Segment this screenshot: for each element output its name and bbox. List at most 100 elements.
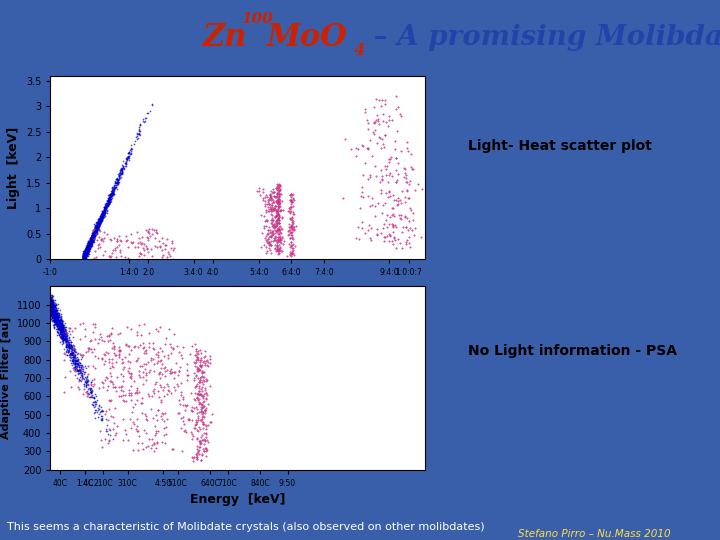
Point: [78, 248, 90, 256]
Point: [397, 223, 409, 232]
Point: [133, 367, 145, 375]
Point: [194, 378, 206, 387]
Point: [384, 169, 396, 178]
Point: [46, 296, 58, 305]
Point: [79, 255, 91, 264]
Point: [264, 240, 275, 249]
Point: [85, 238, 96, 246]
Point: [81, 249, 92, 258]
Point: [78, 253, 90, 261]
Point: [46, 303, 58, 312]
Point: [261, 237, 273, 245]
Point: [143, 435, 154, 443]
Point: [52, 322, 63, 330]
Point: [93, 220, 104, 228]
Point: [264, 205, 275, 213]
Point: [90, 400, 102, 408]
Point: [90, 227, 102, 235]
Point: [82, 247, 94, 256]
Point: [101, 206, 112, 215]
Point: [96, 414, 108, 423]
Point: [266, 221, 278, 230]
Point: [189, 351, 201, 360]
Point: [86, 231, 98, 240]
Point: [89, 406, 101, 415]
Point: [84, 238, 95, 247]
Point: [45, 302, 57, 311]
Point: [57, 322, 68, 331]
Point: [79, 248, 91, 257]
Point: [264, 246, 276, 254]
Point: [49, 311, 60, 320]
Point: [50, 307, 62, 316]
Point: [91, 222, 103, 231]
Point: [45, 299, 57, 307]
Point: [133, 252, 145, 261]
Point: [201, 390, 212, 399]
Point: [96, 215, 108, 224]
Point: [53, 324, 65, 333]
Point: [94, 213, 106, 222]
Point: [62, 333, 73, 342]
Point: [90, 227, 102, 235]
Point: [104, 191, 116, 200]
Point: [112, 178, 124, 187]
Point: [78, 255, 89, 264]
Point: [48, 308, 59, 317]
Point: [285, 222, 297, 231]
Point: [274, 233, 285, 241]
Point: [85, 235, 96, 244]
Point: [85, 237, 96, 246]
Point: [271, 226, 283, 235]
Point: [79, 251, 91, 260]
Point: [91, 226, 102, 235]
Point: [94, 405, 105, 414]
Point: [78, 249, 90, 258]
Point: [88, 380, 99, 388]
Point: [78, 251, 89, 259]
Point: [90, 408, 102, 417]
Point: [109, 403, 120, 412]
Point: [384, 220, 395, 228]
Point: [272, 202, 284, 211]
Point: [380, 215, 392, 224]
Point: [99, 204, 111, 212]
Point: [91, 228, 102, 237]
Point: [93, 214, 104, 223]
Point: [133, 126, 145, 134]
Point: [396, 147, 408, 156]
Point: [79, 250, 91, 259]
Point: [91, 222, 102, 231]
Point: [85, 238, 96, 247]
Point: [274, 221, 286, 230]
Point: [288, 251, 300, 260]
Point: [88, 229, 99, 238]
Point: [78, 254, 89, 263]
Point: [82, 245, 94, 254]
Point: [58, 339, 69, 347]
Point: [61, 329, 73, 338]
Point: [50, 310, 62, 319]
Point: [49, 316, 60, 325]
Point: [51, 319, 63, 327]
Point: [88, 231, 99, 239]
Point: [48, 316, 59, 325]
Point: [77, 255, 89, 264]
Point: [268, 236, 279, 245]
Point: [83, 244, 94, 253]
Point: [150, 429, 162, 437]
Point: [271, 201, 282, 210]
Point: [86, 235, 98, 244]
Point: [123, 349, 135, 358]
Point: [94, 240, 105, 248]
Point: [78, 249, 90, 258]
Point: [135, 340, 146, 349]
Point: [100, 199, 112, 208]
Point: [114, 168, 126, 177]
Point: [82, 242, 94, 251]
Point: [93, 215, 104, 224]
Point: [55, 323, 66, 332]
Point: [46, 303, 58, 312]
Point: [48, 315, 60, 324]
Point: [98, 207, 109, 215]
